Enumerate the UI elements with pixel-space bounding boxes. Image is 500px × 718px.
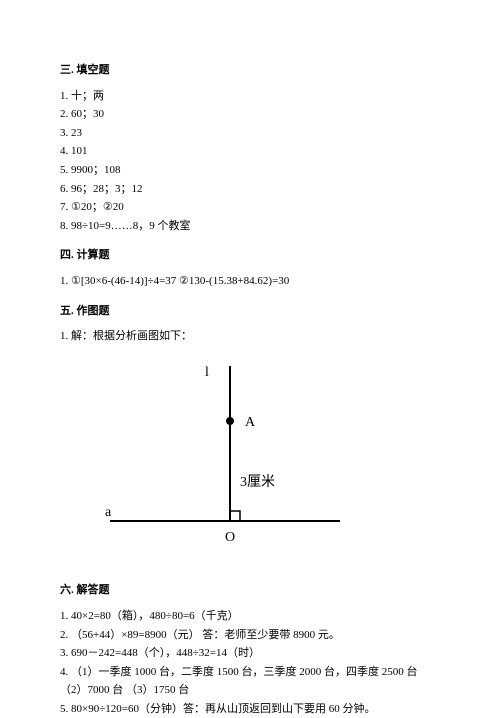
geometry-diagram: l A 3厘米 a O — [100, 361, 350, 561]
section6-title: 六. 解答题 — [60, 582, 440, 600]
section6-list: 1. 40×2=80（箱），480÷80=6（千克） 2. （56+44）×89… — [60, 608, 440, 718]
item: 2. （56+44）×89=8900（元） 答：老师至少要带 8900 元。 — [60, 627, 440, 645]
section5-item: 1. 解：根据分析画图如下： — [60, 328, 440, 346]
item: 1. 十；两 — [60, 88, 440, 106]
item: 7. ①20；②20 — [60, 199, 440, 217]
section5-title: 五. 作图题 — [60, 303, 440, 321]
label-length: 3厘米 — [240, 474, 275, 490]
item: 5. 80×90÷120=60（分钟）答：再从山顶返回到山下要用 60 分钟。 — [60, 701, 440, 718]
item: 1. 40×2=80（箱），480÷80=6（千克） — [60, 608, 440, 626]
item: 4. 101 — [60, 143, 440, 161]
diagram: l A 3厘米 a O — [100, 361, 440, 568]
item: 4. （1）一季度 1000 台，二季度 1500 台，三季度 2000 台，四… — [60, 664, 440, 682]
item: 2. 60；30 — [60, 106, 440, 124]
section4-title: 四. 计算题 — [60, 247, 440, 265]
point-a — [226, 417, 234, 425]
item: 3. 23 — [60, 125, 440, 143]
label-A: A — [245, 415, 256, 430]
item: （2）7000 台 （3）1750 台 — [60, 682, 440, 700]
item: 6. 96；28；3；12 — [60, 181, 440, 199]
item: 8. 98÷10=9……8，9 个教室 — [60, 218, 440, 236]
item: 3. 690－242=448（个），448÷32=14（时） — [60, 645, 440, 663]
label-O: O — [225, 530, 235, 545]
label-l: l — [205, 365, 209, 380]
section3-list: 1. 十；两 2. 60；30 3. 23 4. 101 5. 9900；108… — [60, 88, 440, 236]
section3-title: 三. 填空题 — [60, 62, 440, 80]
item: 5. 9900；108 — [60, 162, 440, 180]
right-angle-mark — [230, 511, 240, 521]
section4-item: 1. ①[30×6-(46-14)]÷4=37 ②130-(15.38+84.6… — [60, 273, 440, 291]
label-a: a — [105, 505, 112, 520]
